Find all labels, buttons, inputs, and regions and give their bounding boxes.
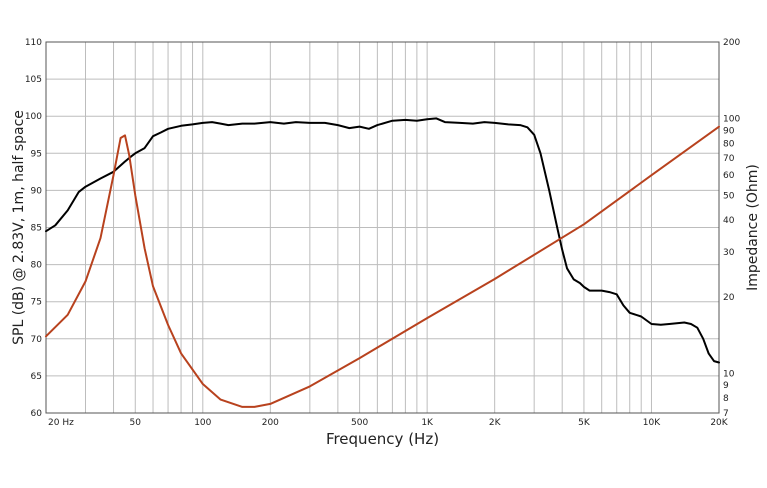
y-tick-label: 60 [31, 409, 43, 419]
x-tick-label: 10K [643, 418, 661, 428]
x-tick-label: 2K [489, 418, 502, 428]
y2-tick-label: 70 [723, 154, 735, 164]
impedance-curve [45, 125, 720, 408]
y2-tick-label: 40 [723, 216, 735, 226]
y-tick-label: 65 [31, 372, 42, 382]
y2-tick-label: 90 [723, 126, 735, 136]
x-tick-label: 20K [710, 418, 728, 428]
y2-tick-label: 7 [723, 409, 729, 419]
spl-curve [45, 117, 720, 364]
x-tick-label: 5K [578, 418, 591, 428]
x-tick-label: 50 [130, 418, 142, 428]
plot-frame [45, 41, 720, 414]
x-tick-label: 100 [194, 418, 211, 428]
y-tick-label: 105 [25, 75, 42, 85]
y2-tick-label: 80 [723, 139, 735, 149]
y-tick-label: 85 [31, 224, 42, 234]
x-tick-label: 500 [351, 418, 368, 428]
y-tick-label: 75 [31, 298, 42, 308]
y2-tick-label: 10 [723, 370, 735, 380]
y2-axis-title: Impedance (Ohm) [745, 164, 761, 291]
tick-label-layer: 20 Hz 50 100 200 500 1K 2K 5K 10K 20K606570758085… [25, 38, 741, 428]
y2-tick-label: 100 [723, 115, 740, 125]
y2-tick-label: 20 [723, 293, 735, 303]
x-tick-label: 1K [421, 418, 434, 428]
series-layer [45, 117, 720, 408]
y-tick-label: 90 [31, 186, 43, 196]
x-axis-title: Frequency (Hz) [326, 430, 439, 448]
y-tick-label: 100 [25, 112, 42, 122]
y-tick-label: 95 [31, 149, 42, 159]
y-axis-title: SPL (dB) @ 2.83V, 1m, half space [11, 110, 27, 345]
y2-tick-label: 60 [723, 171, 735, 181]
y-tick-label: 110 [25, 38, 42, 48]
y-tick-label: 80 [31, 261, 43, 271]
x-tick-label: 20 Hz [48, 418, 74, 428]
y2-tick-label: 50 [723, 191, 735, 201]
x-tick-label: 200 [262, 418, 279, 428]
grid-layer [46, 42, 719, 413]
y-tick-label: 70 [31, 335, 43, 345]
y2-tick-label: 200 [723, 38, 740, 48]
y2-tick-label: 8 [723, 394, 729, 404]
y2-tick-label: 9 [723, 381, 729, 391]
y2-tick-label: 30 [723, 248, 735, 258]
